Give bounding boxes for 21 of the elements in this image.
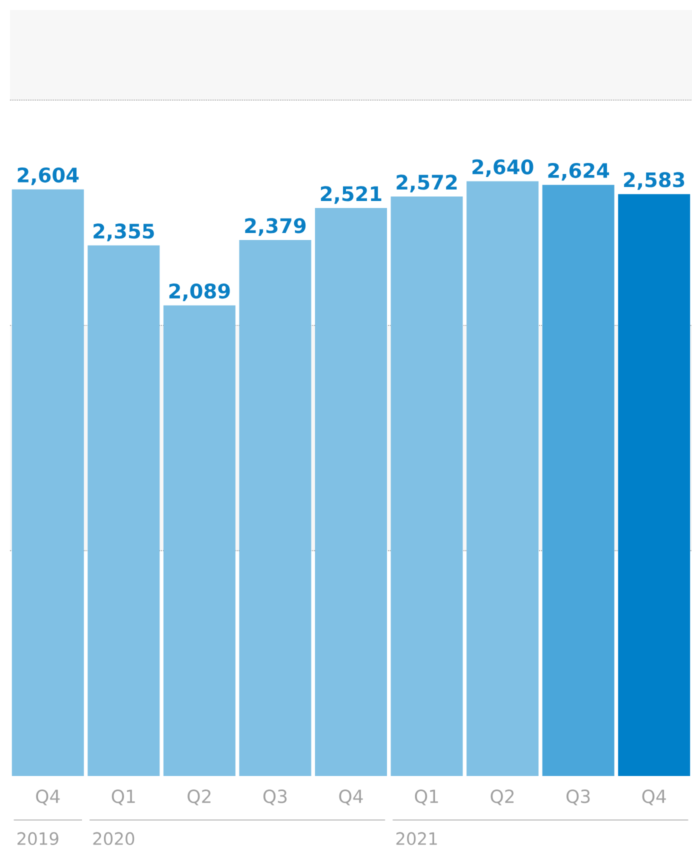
data-label: 2,624 — [548, 162, 609, 181]
data-label: 2,379 — [244, 218, 306, 236]
data-label: 2,355 — [93, 224, 154, 242]
x-tick-label: Q2 — [187, 790, 210, 806]
data-label: 2,583 — [624, 172, 684, 190]
data-label: 2,572 — [396, 174, 456, 192]
data-label: 2,640 — [472, 159, 534, 178]
data-label: 2,089 — [169, 283, 230, 302]
x-tick-label: Q1 — [414, 790, 438, 806]
data-label: 2,604 — [18, 167, 78, 186]
x-tick-label: Q3 — [263, 790, 286, 806]
x-tick-label: Q1 — [112, 790, 135, 806]
data-label: 2,521 — [320, 186, 382, 204]
x-tick-label: Q4 — [36, 790, 60, 806]
x-tick-label: Q4 — [642, 790, 666, 806]
text: 2020 — [93, 832, 134, 846]
text: 2021 — [396, 832, 437, 846]
x-tick-label: Q2 — [490, 790, 514, 806]
text: 2019 — [17, 832, 58, 846]
x-tick-label: Q3 — [566, 790, 590, 806]
x-tick-label: Q4 — [339, 790, 363, 806]
